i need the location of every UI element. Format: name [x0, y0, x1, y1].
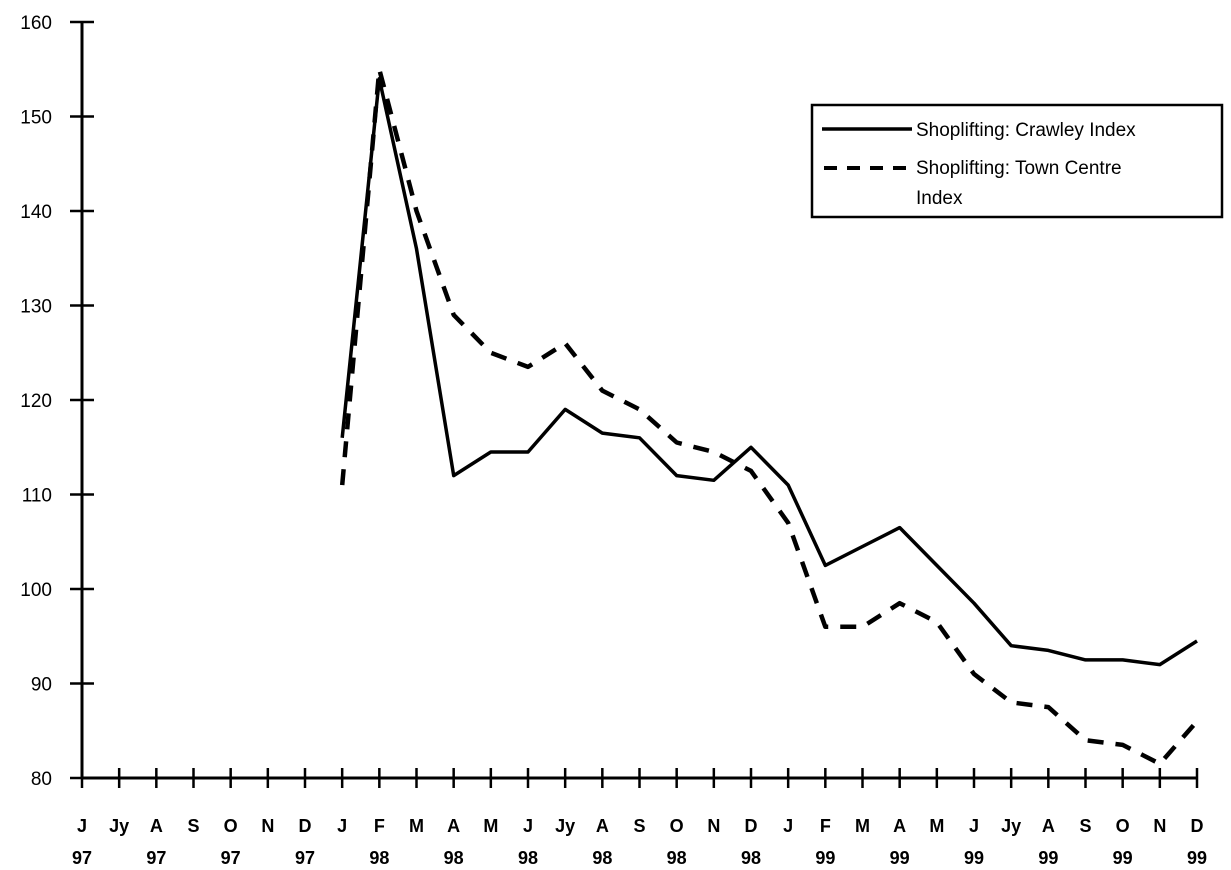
x-tick-label-month: J [783, 816, 793, 836]
x-tick-label-month: N [1153, 816, 1166, 836]
y-tick-label: 110 [22, 486, 52, 507]
x-tick-label-year: 97 [146, 848, 166, 868]
x-tick-label-month: Jy [555, 816, 575, 836]
x-tick-label-month: J [523, 816, 533, 836]
x-tick-label-month: N [707, 816, 720, 836]
x-tick-label-month: M [855, 816, 870, 836]
x-tick-label-year: 99 [890, 848, 910, 868]
x-tick-label-month: J [77, 816, 87, 836]
x-tick-label-year: 99 [1113, 848, 1133, 868]
y-tick-label: 140 [20, 202, 52, 223]
x-tick-label-year: 98 [667, 848, 687, 868]
x-tick-label-month: O [1116, 816, 1130, 836]
x-tick-label-month: S [1079, 816, 1091, 836]
x-tick-label-month: A [150, 816, 163, 836]
y-tick-label: 100 [20, 580, 52, 601]
x-tick-label-month: F [820, 816, 831, 836]
x-tick-label-year: 99 [815, 848, 835, 868]
x-tick-label-year: 98 [369, 848, 389, 868]
x-tick-label-month: F [374, 816, 385, 836]
x-tick-label-year: 98 [592, 848, 612, 868]
y-tick-label: 120 [20, 391, 52, 412]
x-tick-label-month: J [969, 816, 979, 836]
legend: Shoplifting: Crawley Index Shoplifting: … [810, 103, 1224, 219]
x-tick-label-year: 99 [1038, 848, 1058, 868]
x-tick-label-year: 99 [964, 848, 984, 868]
x-tick-label-month: M [483, 816, 498, 836]
x-tick-label-month: Jy [1001, 816, 1021, 836]
x-tick-label-month: D [745, 816, 758, 836]
x-tick-label-month: N [261, 816, 274, 836]
x-tick-label-year: 97 [72, 848, 92, 868]
series-line-town-centre [339, 67, 1199, 767]
x-tick-label-month: J [337, 816, 347, 836]
x-tick-label-year: 97 [221, 848, 241, 868]
y-tick-label: 130 [20, 297, 52, 318]
x-axis-ticks: J 97 Jy A 97 S O 97 N D 97 J F 98 M A 98 M J 98 Jy A 98 S O 98 N D 9… [72, 768, 1207, 868]
x-tick-label-month: D [1191, 816, 1204, 836]
x-tick-label-month: O [670, 816, 684, 836]
x-tick-label-month: Jy [109, 816, 129, 836]
x-tick-label-year: 99 [1187, 848, 1207, 868]
x-tick-label-month: S [633, 816, 645, 836]
y-tick-label: 160 [20, 13, 52, 34]
x-tick-label-year: 98 [741, 848, 761, 868]
x-tick-label-month: M [409, 816, 424, 836]
y-axis-ticks: 80 90 100 110 120 130 140 150 160 [20, 13, 94, 790]
y-tick-label: 80 [31, 769, 52, 790]
x-tick-label-month: M [929, 816, 944, 836]
series-group [339, 67, 1199, 767]
x-tick-label-month: A [447, 816, 460, 836]
x-tick-label-month: D [299, 816, 312, 836]
series-line-crawley [340, 76, 1198, 667]
legend-label-town-centre: Shoplifting: Town Centre [916, 158, 1122, 179]
x-tick-label-year: 98 [518, 848, 538, 868]
legend-label-town-centre-line2: Index [916, 188, 963, 209]
x-tick-label-month: A [1042, 816, 1055, 836]
x-tick-label-year: 98 [444, 848, 464, 868]
x-tick-label-year: 97 [295, 848, 315, 868]
x-tick-label-month: A [893, 816, 906, 836]
x-tick-label-month: A [596, 816, 609, 836]
legend-label-crawley: Shoplifting: Crawley Index [916, 120, 1136, 141]
x-tick-label-month: S [187, 816, 199, 836]
y-tick-label: 150 [20, 108, 52, 129]
y-tick-label: 90 [31, 675, 52, 696]
legend-frame [810, 103, 1224, 219]
x-tick-label-month: O [224, 816, 238, 836]
